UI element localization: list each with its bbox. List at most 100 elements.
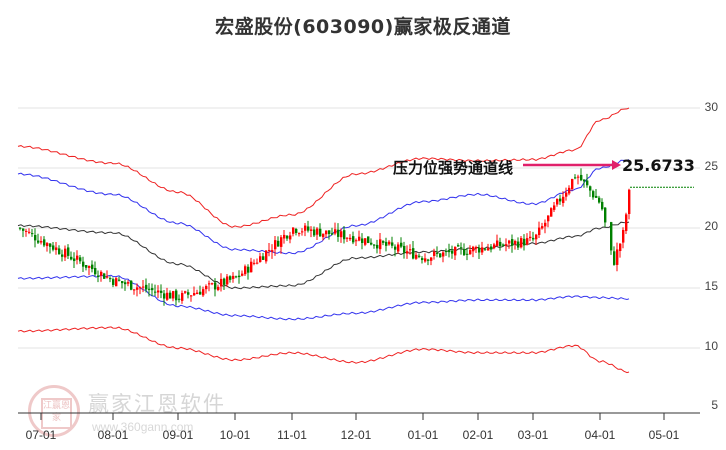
candle-body xyxy=(79,257,82,262)
candle-body xyxy=(37,240,40,243)
upper-outer-band-line xyxy=(17,107,630,228)
candle-body xyxy=(148,288,151,290)
candle-body xyxy=(199,291,202,295)
candle-body xyxy=(535,234,538,240)
candle-body xyxy=(331,233,334,235)
candle-body xyxy=(187,292,190,295)
candle-body xyxy=(436,252,439,254)
candle-body xyxy=(307,226,310,231)
candle-body xyxy=(58,248,61,255)
candle-body xyxy=(487,248,490,251)
candle-body xyxy=(280,237,283,247)
candle-body xyxy=(598,197,601,203)
candle-body xyxy=(190,295,193,297)
candle-body xyxy=(601,201,604,210)
candle-body xyxy=(196,292,199,295)
candle-body xyxy=(499,241,502,247)
candle-body xyxy=(217,286,220,290)
candle-body xyxy=(433,251,436,256)
candle-body xyxy=(61,254,64,257)
candle-body xyxy=(457,245,460,247)
candle-body xyxy=(547,215,550,222)
candle-body xyxy=(202,289,205,296)
candle-body xyxy=(388,241,391,245)
candle-body xyxy=(460,247,463,249)
candle-body xyxy=(571,178,574,190)
y-tick-label: 15 xyxy=(704,279,718,293)
candle-body xyxy=(367,236,370,243)
y-tick-label: 25 xyxy=(704,159,718,173)
candle-body xyxy=(502,244,505,246)
candle-body xyxy=(481,247,484,253)
candle-body xyxy=(409,249,412,251)
candle-body xyxy=(211,283,214,285)
candle-body xyxy=(463,249,466,256)
candle-body xyxy=(334,229,337,234)
candle-body xyxy=(526,238,529,245)
candle-body xyxy=(448,250,451,253)
candle-body xyxy=(118,279,121,281)
candle-body xyxy=(553,205,556,210)
candle-body xyxy=(145,284,148,290)
candle-body xyxy=(247,266,250,273)
candle-body xyxy=(379,239,382,250)
candle-body xyxy=(346,237,349,239)
candle-body xyxy=(304,225,307,231)
resistance-value: 25.6733 xyxy=(622,156,695,175)
candle-body xyxy=(475,247,478,249)
candle-body xyxy=(103,273,106,279)
candle-body xyxy=(439,253,442,258)
candle-body xyxy=(151,288,154,291)
candle-body xyxy=(382,241,385,243)
x-tick-label: 09-01 xyxy=(162,428,194,442)
arrow-head-icon xyxy=(612,160,621,170)
candle-body xyxy=(286,235,289,239)
candle-body xyxy=(370,242,373,245)
candle-body xyxy=(160,290,163,293)
candle-body xyxy=(85,265,88,268)
candle-body xyxy=(529,236,532,239)
candle-body xyxy=(271,250,274,252)
candle-body xyxy=(55,247,58,251)
x-tick-label: 04-01 xyxy=(584,428,616,442)
candle-body xyxy=(328,230,331,235)
candle-body xyxy=(349,237,352,240)
candle-body xyxy=(121,281,124,284)
x-tick-label: 02-01 xyxy=(462,428,494,442)
candle-body xyxy=(364,238,367,245)
candle-body xyxy=(505,244,508,246)
candle-body xyxy=(508,240,511,244)
candle-body xyxy=(313,229,316,236)
candle-body xyxy=(274,240,277,250)
candle-body xyxy=(193,293,196,296)
candle-body xyxy=(337,229,340,237)
candle-body xyxy=(112,279,115,285)
candle-body xyxy=(88,265,91,268)
candle-body xyxy=(406,251,409,254)
candle-body xyxy=(316,228,319,235)
candle-body xyxy=(493,244,496,249)
candle-body xyxy=(562,196,565,204)
candle-body xyxy=(442,252,445,257)
candle-body xyxy=(22,228,25,231)
candle-body xyxy=(619,243,622,252)
candle-body xyxy=(355,240,358,242)
candle-body xyxy=(64,248,67,258)
candle-body xyxy=(289,235,292,240)
candle-body xyxy=(163,293,166,299)
candle-body xyxy=(295,228,298,233)
candle-body xyxy=(469,250,472,255)
candle-body xyxy=(445,251,448,253)
candle-body xyxy=(322,233,325,238)
candle-body xyxy=(496,240,499,246)
candle-body xyxy=(73,258,76,262)
candle-body xyxy=(556,198,559,205)
x-tick-label: 01-01 xyxy=(407,428,439,442)
candle-body xyxy=(523,238,526,246)
y-tick-label: 30 xyxy=(704,100,718,114)
candle-body xyxy=(127,282,130,284)
candle-body xyxy=(544,222,547,227)
candle-body xyxy=(229,276,232,280)
candle-body xyxy=(391,242,394,246)
